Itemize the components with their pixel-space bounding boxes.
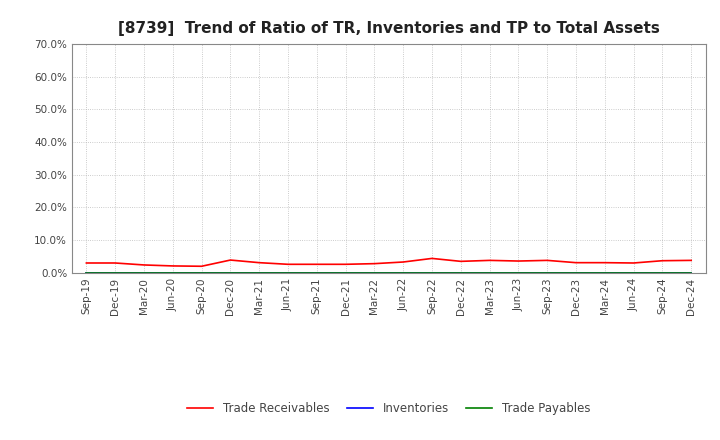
Inventories — [312, 270, 321, 275]
Inventories — [572, 270, 580, 275]
Trade Receivables — [140, 262, 148, 268]
Trade Payables — [485, 270, 494, 275]
Trade Payables — [312, 270, 321, 275]
Inventories — [485, 270, 494, 275]
Inventories — [255, 270, 264, 275]
Trade Payables — [428, 270, 436, 275]
Trade Receivables — [485, 258, 494, 263]
Trade Receivables — [399, 259, 408, 264]
Trade Receivables — [629, 260, 638, 266]
Legend: Trade Receivables, Inventories, Trade Payables: Trade Receivables, Inventories, Trade Pa… — [183, 398, 595, 420]
Trade Receivables — [572, 260, 580, 265]
Trade Payables — [226, 270, 235, 275]
Trade Receivables — [82, 260, 91, 266]
Line: Trade Receivables: Trade Receivables — [86, 258, 691, 266]
Title: [8739]  Trend of Ratio of TR, Inventories and TP to Total Assets: [8739] Trend of Ratio of TR, Inventories… — [118, 21, 660, 36]
Trade Payables — [140, 270, 148, 275]
Trade Receivables — [168, 263, 177, 268]
Trade Payables — [370, 270, 379, 275]
Trade Receivables — [226, 257, 235, 263]
Trade Payables — [341, 270, 350, 275]
Inventories — [456, 270, 465, 275]
Inventories — [82, 270, 91, 275]
Trade Payables — [197, 270, 206, 275]
Inventories — [197, 270, 206, 275]
Trade Payables — [629, 270, 638, 275]
Inventories — [514, 270, 523, 275]
Inventories — [399, 270, 408, 275]
Trade Payables — [514, 270, 523, 275]
Trade Receivables — [197, 264, 206, 269]
Inventories — [658, 270, 667, 275]
Trade Receivables — [284, 262, 292, 267]
Trade Payables — [543, 270, 552, 275]
Trade Payables — [111, 270, 120, 275]
Trade Receivables — [428, 256, 436, 261]
Trade Payables — [658, 270, 667, 275]
Inventories — [284, 270, 292, 275]
Inventories — [600, 270, 609, 275]
Trade Payables — [687, 270, 696, 275]
Inventories — [370, 270, 379, 275]
Inventories — [168, 270, 177, 275]
Trade Payables — [168, 270, 177, 275]
Trade Payables — [82, 270, 91, 275]
Inventories — [629, 270, 638, 275]
Trade Payables — [600, 270, 609, 275]
Trade Receivables — [600, 260, 609, 265]
Trade Payables — [284, 270, 292, 275]
Trade Receivables — [312, 262, 321, 267]
Inventories — [111, 270, 120, 275]
Inventories — [687, 270, 696, 275]
Inventories — [140, 270, 148, 275]
Trade Receivables — [370, 261, 379, 266]
Trade Receivables — [111, 260, 120, 266]
Inventories — [428, 270, 436, 275]
Trade Payables — [399, 270, 408, 275]
Trade Receivables — [341, 262, 350, 267]
Inventories — [226, 270, 235, 275]
Trade Receivables — [658, 258, 667, 264]
Trade Receivables — [687, 258, 696, 263]
Trade Payables — [255, 270, 264, 275]
Trade Receivables — [255, 260, 264, 265]
Inventories — [543, 270, 552, 275]
Inventories — [341, 270, 350, 275]
Trade Payables — [456, 270, 465, 275]
Trade Receivables — [514, 258, 523, 264]
Trade Receivables — [543, 258, 552, 263]
Trade Receivables — [456, 259, 465, 264]
Trade Payables — [572, 270, 580, 275]
